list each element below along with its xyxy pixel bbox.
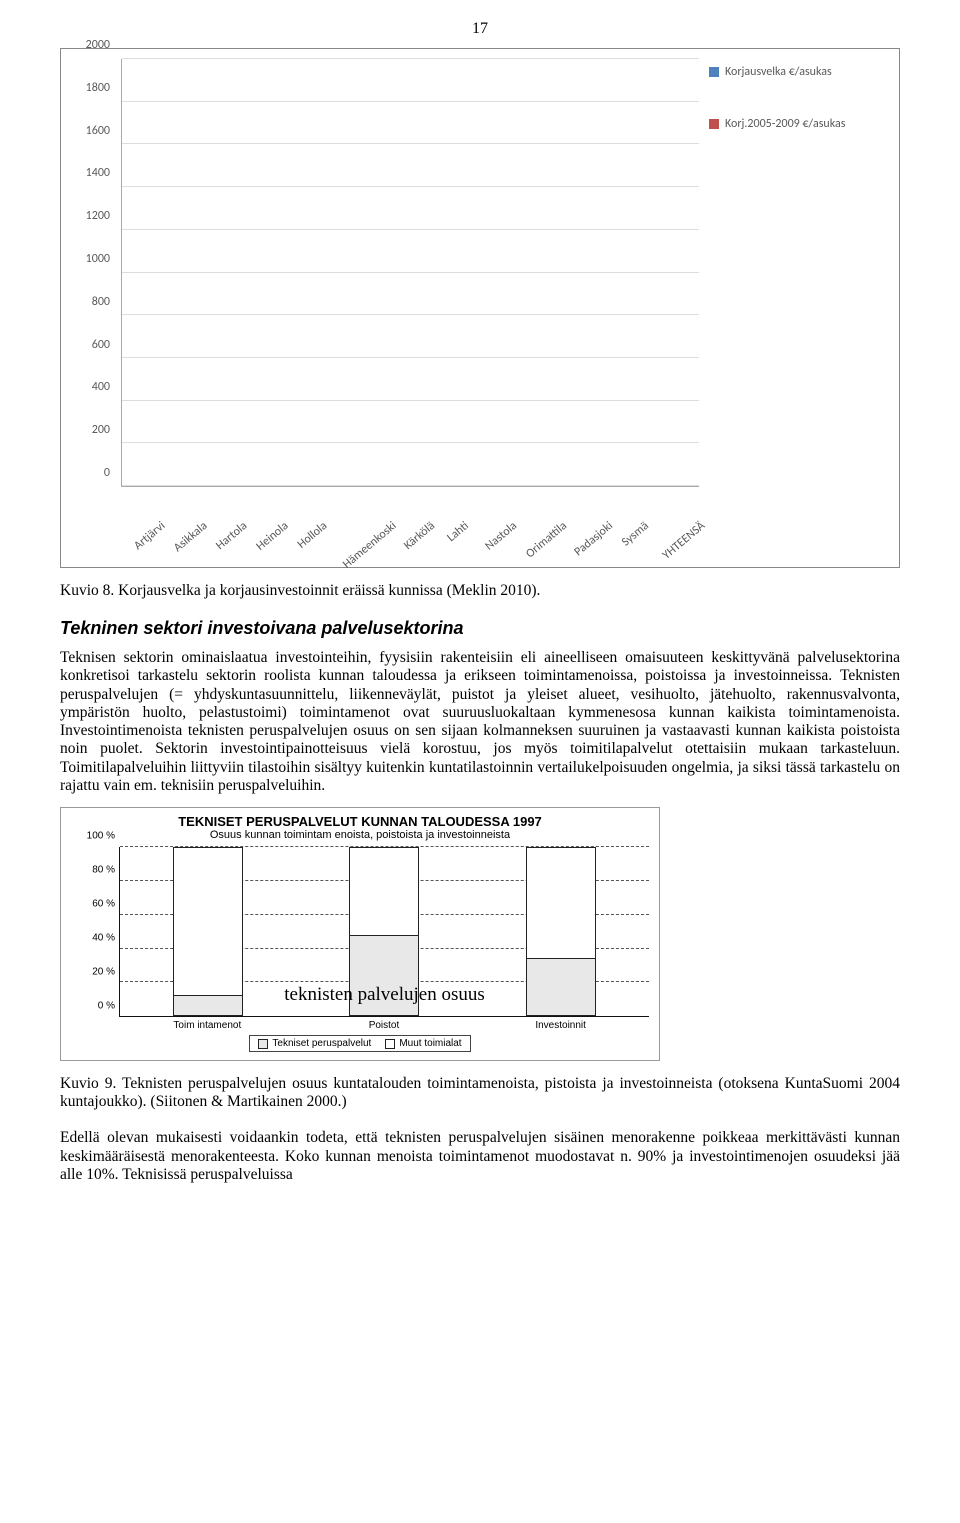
chart-korjausvelka: 0200400600800100012001400160018002000 Ar… (60, 48, 900, 568)
chart2-area: teknisten palvelujen osuus (119, 847, 649, 1017)
chart1-xtick: Asikkala (162, 489, 203, 567)
chart2-ytick: 80 % (92, 865, 115, 876)
chart2-xtick: Poistot (349, 1020, 419, 1031)
chart1-ytick: 1000 (86, 252, 110, 266)
chart1-ytick: 1400 (86, 166, 110, 180)
chart2-legend: Tekniset peruspalvelut Muut toimialat (249, 1035, 470, 1052)
chart2-subtitle: Osuus kunnan toimintam enoista, poistois… (71, 829, 649, 841)
chart1-ytick: 0 (104, 466, 110, 480)
legend-item-1: Korjausvelka €/asukas (709, 65, 889, 79)
chart1-xtick: Artjärvi (121, 489, 162, 567)
chart1-ytick: 1600 (86, 124, 110, 138)
chart1-ytick: 600 (92, 338, 110, 352)
chart2-swatch-1 (258, 1039, 268, 1049)
chart1-ytick: 200 (92, 423, 110, 437)
figure9-caption: Kuvio 9. Teknisten peruspalvelujen osuus… (60, 1075, 900, 1111)
chart1-plot (121, 59, 699, 487)
chart1-legend: Korjausvelka €/asukas Korj.2005-2009 €/a… (709, 65, 889, 169)
chart2-ytick: 40 % (92, 933, 115, 944)
chart1-ytick: 1200 (86, 209, 110, 223)
legend-swatch-1 (709, 67, 719, 77)
chart1-ytick: 1800 (86, 81, 110, 95)
chart1-x-axis: ArtjärviAsikkalaHartolaHeinolaHollolaHäm… (121, 489, 699, 567)
page-number: 17 (60, 20, 900, 38)
chart2-title: TEKNISET PERUSPALVELUT KUNNAN TALOUDESSA… (71, 814, 649, 829)
chart2-legend-item-1: Tekniset peruspalvelut (258, 1038, 371, 1049)
chart2-lower-segment (174, 995, 242, 1015)
chart2-ytick: 60 % (92, 899, 115, 910)
chart1-ytick: 400 (92, 380, 110, 394)
chart2-swatch-2 (385, 1039, 395, 1049)
chart2-legend-label-1: Tekniset peruspalvelut (272, 1038, 371, 1049)
chart2-legend-item-2: Muut toimialat (385, 1038, 461, 1049)
chart1-xtick: Hämeenkoski (325, 489, 390, 567)
chart2-lower-segment (527, 958, 595, 1015)
chart2-xtick: Investoinnit (526, 1020, 596, 1031)
chart1-ytick: 800 (92, 295, 110, 309)
chart2-column (173, 847, 243, 1016)
chart1-xtick: Orimattila (512, 489, 561, 567)
chart1-xtick: Nastola (472, 489, 513, 567)
chart1-xtick: YHTEENSÄ (648, 489, 699, 567)
chart1-ytick: 2000 (86, 38, 110, 52)
chart2-legend-label-2: Muut toimialat (399, 1038, 461, 1049)
chart1-bars (122, 59, 699, 486)
chart-peruspalvelut: TEKNISET PERUSPALVELUT KUNNAN TALOUDESSA… (60, 807, 660, 1061)
legend-item-2: Korj.2005-2009 €/asukas (709, 117, 889, 131)
chart2-plot: 0 %20 %40 %60 %80 %100 % teknisten palve… (71, 847, 649, 1017)
section-heading: Tekninen sektori investoivana palvelusek… (60, 618, 900, 639)
paragraph-1: Teknisen sektorin ominaislaatua investoi… (60, 649, 900, 795)
chart2-column (526, 847, 596, 1016)
paragraph-2: Edellä olevan mukaisesti voidaankin tode… (60, 1129, 900, 1184)
chart1-y-axis: 0200400600800100012001400160018002000 (61, 59, 116, 487)
chart2-ytick: 20 % (92, 967, 115, 978)
legend-label-2: Korj.2005-2009 €/asukas (725, 117, 845, 131)
legend-swatch-2 (709, 119, 719, 129)
chart2-xtick: Toim intamenot (172, 1020, 242, 1031)
legend-label-1: Korjausvelka €/asukas (725, 65, 832, 79)
chart2-x-axis: Toim intamenot Poistot Investoinnit (119, 1017, 649, 1035)
chart2-ytick: 0 % (98, 1001, 115, 1012)
chart2-overlay-text: teknisten palvelujen osuus (284, 984, 485, 1006)
chart2-y-axis: 0 %20 %40 %60 %80 %100 % (71, 847, 119, 1017)
figure8-caption: Kuvio 8. Korjausvelka ja korjausinvestoi… (60, 582, 900, 600)
chart2-ytick: 100 % (87, 831, 115, 842)
